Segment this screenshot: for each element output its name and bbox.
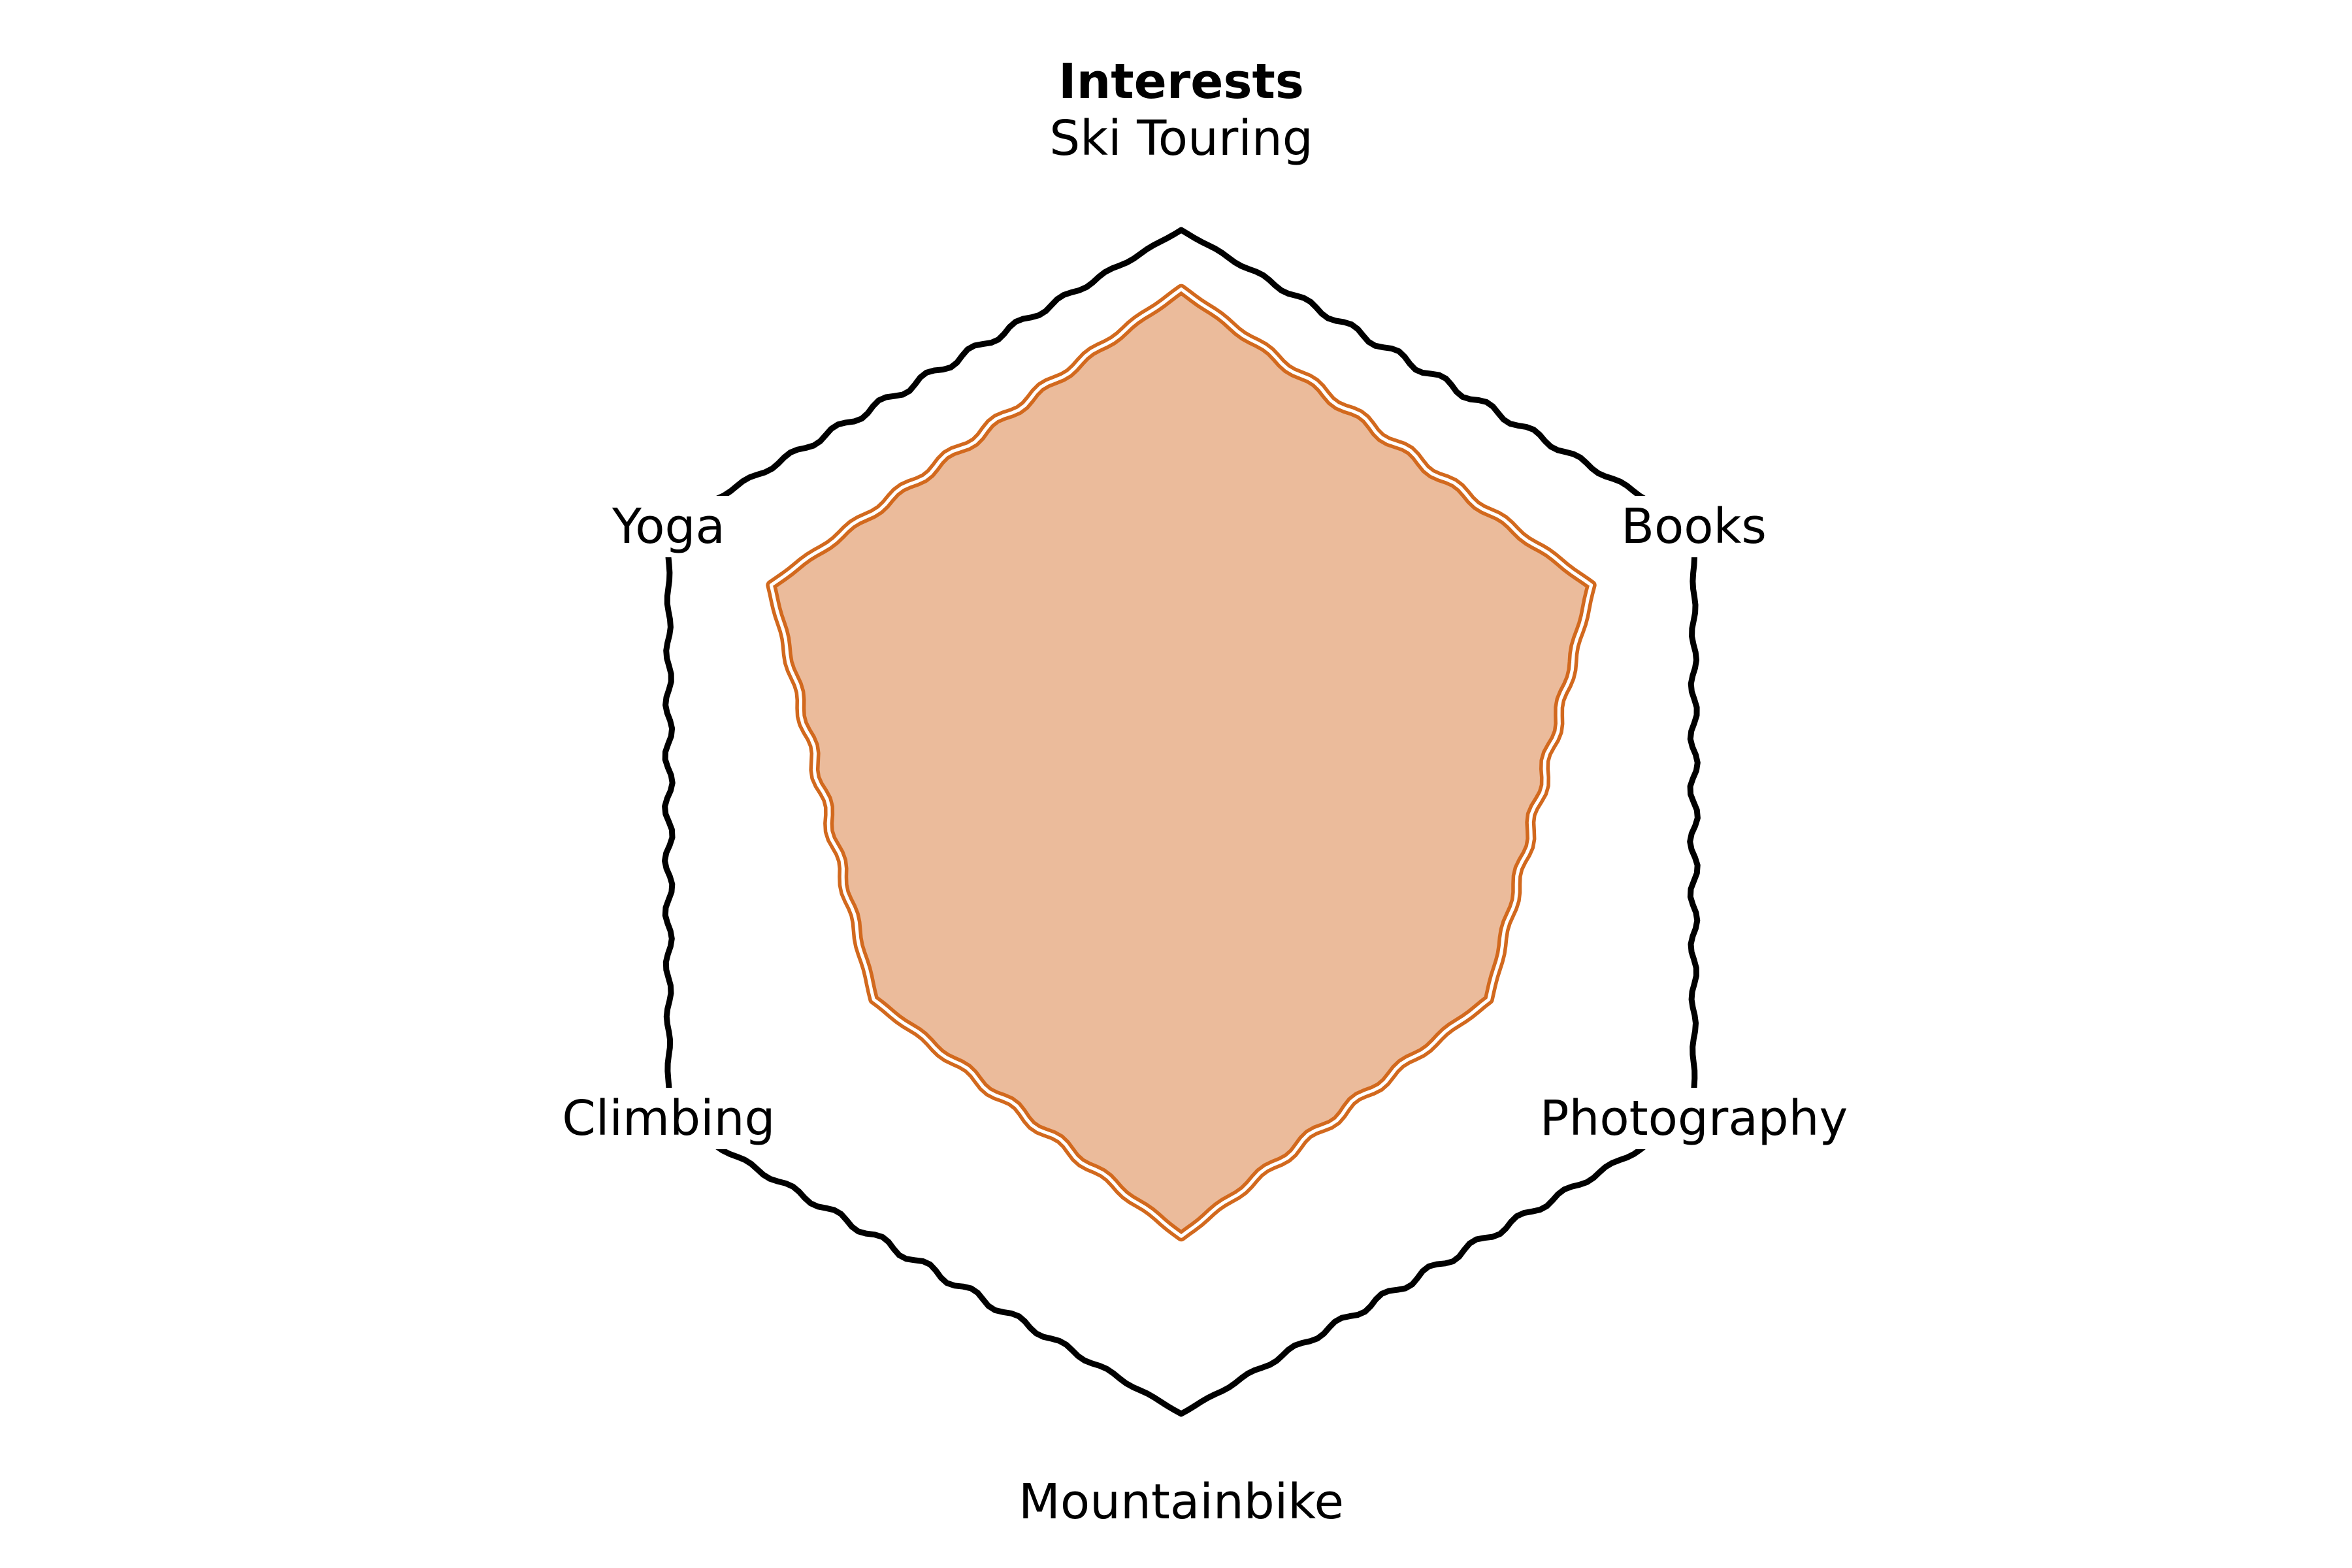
- category-label-books: Books: [1621, 498, 1767, 555]
- category-label-ski-touring: Ski Touring: [1049, 110, 1313, 167]
- category-label-photography: Photography: [1540, 1090, 1848, 1147]
- category-label-group: Ski Touring: [1044, 108, 1318, 169]
- category-labels: Ski Touring Books Photography Mountainbike C…: [557, 108, 1854, 1533]
- category-label-group: Mountainbike: [1013, 1471, 1349, 1533]
- category-label-group: Books: [1616, 496, 1772, 557]
- category-label-background: [557, 1088, 781, 1149]
- category-label-background: [1534, 1088, 1854, 1149]
- category-label-background: [1044, 108, 1318, 169]
- category-label-mountainbike: Mountainbike: [1019, 1474, 1344, 1530]
- category-label-group: Climbing: [557, 1088, 781, 1149]
- category-label-group: Yoga: [606, 496, 730, 557]
- series-line-highlight: [769, 287, 1593, 1238]
- category-label-background: [1013, 1471, 1349, 1533]
- chart-title: Interests: [1058, 54, 1304, 110]
- radar-series: [766, 284, 1597, 1242]
- category-label-climbing: Climbing: [562, 1090, 775, 1147]
- category-label-yoga: Yoga: [612, 498, 725, 555]
- category-label-group: Photography: [1534, 1088, 1854, 1149]
- category-label-background: [1616, 496, 1772, 557]
- series-area: [771, 289, 1592, 1237]
- category-label-background: [606, 496, 730, 557]
